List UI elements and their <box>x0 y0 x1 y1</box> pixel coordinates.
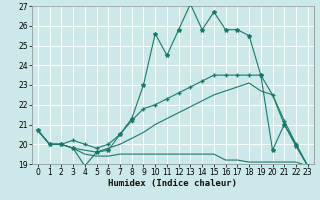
X-axis label: Humidex (Indice chaleur): Humidex (Indice chaleur) <box>108 179 237 188</box>
